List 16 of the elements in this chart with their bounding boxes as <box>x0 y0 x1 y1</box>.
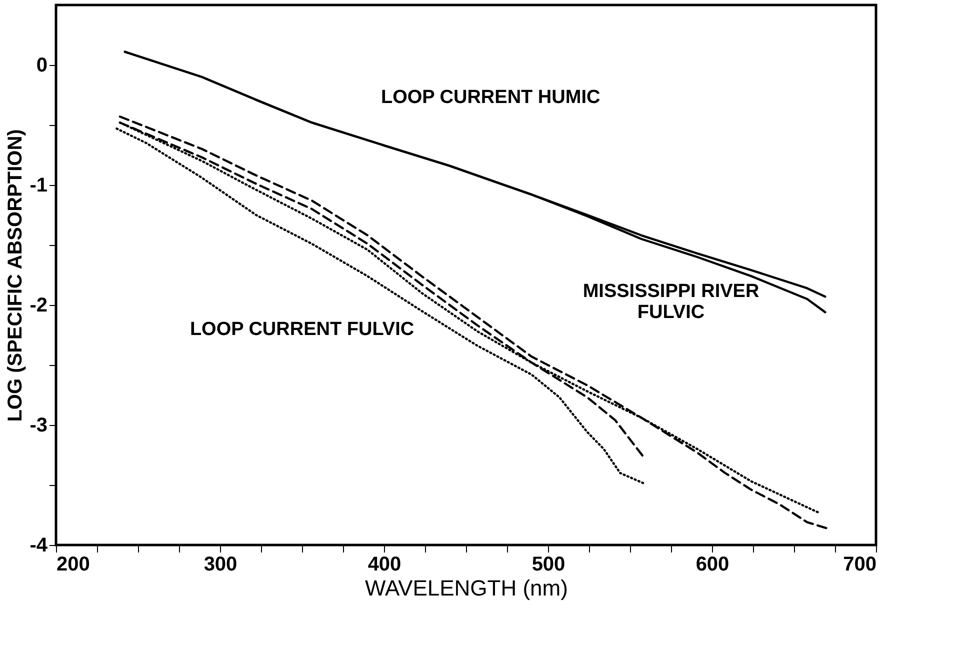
annotation: LOOP CURRENT HUMIC <box>380 86 600 108</box>
x-tick-label: 300 <box>204 554 238 576</box>
y-tick-label: -2 <box>30 294 48 316</box>
x-axis-title: WAVELENGTH (nm) <box>365 576 568 600</box>
y-axis-title: LOG (SPECIFIC ABSORPTION) <box>4 129 27 422</box>
x-tick-label: 600 <box>696 554 730 576</box>
x-tick-label: 200 <box>56 554 90 576</box>
y-tick-label: -1 <box>30 174 48 196</box>
y-tick-label: 0 <box>36 54 48 76</box>
annotation: MISSISSIPPI RIVER FULVIC <box>582 281 760 324</box>
annotation: LOOP CURRENT FULVIC <box>190 319 414 340</box>
y-tick-label: -4 <box>30 534 48 556</box>
x-tick-label: 700 <box>843 554 876 576</box>
y-tick-label: -3 <box>30 414 48 436</box>
x-tick-label: 500 <box>532 554 566 576</box>
x-tick-label: 400 <box>368 554 402 576</box>
